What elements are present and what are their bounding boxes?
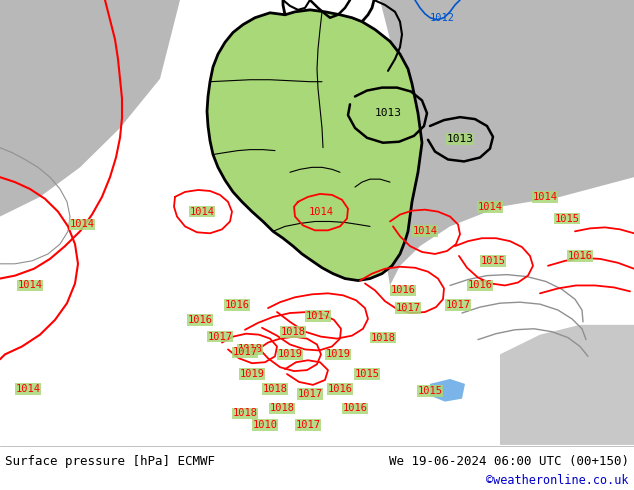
Polygon shape xyxy=(207,10,422,281)
Text: 1015: 1015 xyxy=(481,256,505,266)
Text: 1018: 1018 xyxy=(280,327,306,337)
Text: 1015: 1015 xyxy=(418,386,443,396)
Text: 1017: 1017 xyxy=(306,311,330,321)
Polygon shape xyxy=(500,325,634,445)
Text: 1013: 1013 xyxy=(446,134,474,144)
Text: 1014: 1014 xyxy=(70,220,94,229)
Text: 1019: 1019 xyxy=(278,349,302,359)
Text: 1018: 1018 xyxy=(238,344,262,354)
Text: 1018: 1018 xyxy=(370,333,396,343)
Text: 1014: 1014 xyxy=(477,202,503,212)
Polygon shape xyxy=(380,0,634,286)
Text: 1019: 1019 xyxy=(240,369,264,379)
Text: 1016: 1016 xyxy=(328,384,353,394)
Text: 1014: 1014 xyxy=(413,226,437,236)
Text: We 19-06-2024 06:00 UTC (00+150): We 19-06-2024 06:00 UTC (00+150) xyxy=(389,455,629,468)
Text: ©weatheronline.co.uk: ©weatheronline.co.uk xyxy=(486,474,629,487)
Text: 1010: 1010 xyxy=(252,420,278,430)
Text: 1018: 1018 xyxy=(269,403,295,414)
Text: 1016: 1016 xyxy=(567,251,593,261)
Text: 1017: 1017 xyxy=(297,389,323,399)
Text: 1016: 1016 xyxy=(467,280,493,291)
Text: 1017: 1017 xyxy=(207,332,233,342)
Text: 1019: 1019 xyxy=(325,349,351,359)
Text: 1012: 1012 xyxy=(429,13,455,23)
Text: 1014: 1014 xyxy=(18,280,42,291)
Text: 1017: 1017 xyxy=(233,347,257,357)
Polygon shape xyxy=(0,0,180,217)
Text: 1018: 1018 xyxy=(233,409,257,418)
Text: 1014: 1014 xyxy=(190,207,214,217)
Text: 1017: 1017 xyxy=(295,420,321,430)
Text: 1016: 1016 xyxy=(188,315,212,325)
Text: 1013: 1013 xyxy=(375,108,401,118)
Polygon shape xyxy=(430,379,465,402)
Text: 1015: 1015 xyxy=(354,369,380,379)
Text: 1016: 1016 xyxy=(391,285,415,295)
Text: 1018: 1018 xyxy=(262,384,287,394)
Text: Surface pressure [hPa] ECMWF: Surface pressure [hPa] ECMWF xyxy=(5,455,215,468)
Text: 1017: 1017 xyxy=(446,300,470,310)
Text: 1016: 1016 xyxy=(342,403,368,414)
Text: 1014: 1014 xyxy=(15,384,41,394)
Text: 1014: 1014 xyxy=(533,192,557,202)
Text: 1015: 1015 xyxy=(555,214,579,223)
Text: 1017: 1017 xyxy=(396,303,420,313)
Text: 1014: 1014 xyxy=(309,207,333,217)
Text: 1016: 1016 xyxy=(224,300,250,310)
